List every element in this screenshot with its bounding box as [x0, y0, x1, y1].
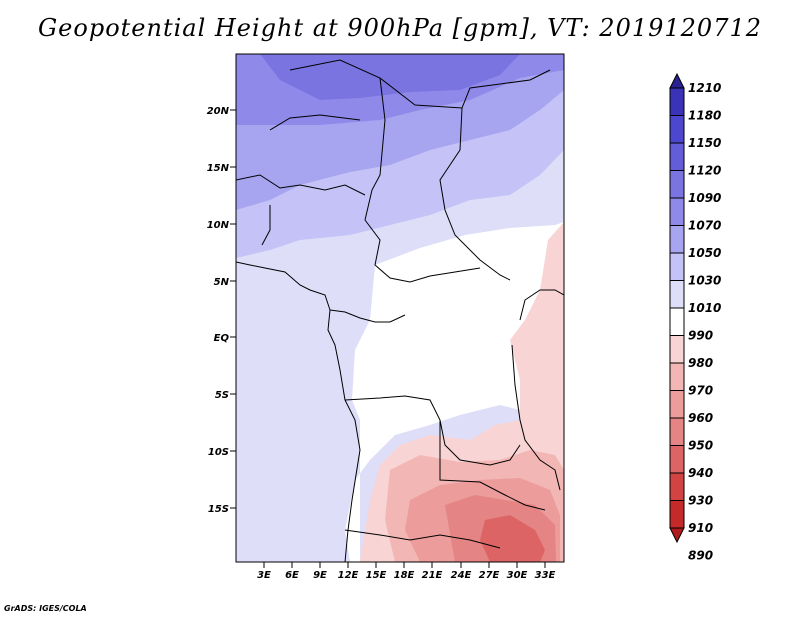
lon-label: 27E	[479, 570, 500, 581]
axis-ticks	[230, 109, 546, 568]
colorbar-label: 960	[688, 411, 713, 425]
lat-label: 20N	[207, 106, 230, 117]
colorbar-swatch	[669, 252, 685, 281]
colorbar-label: 1150	[688, 136, 721, 150]
grads-credit: GrADS: IGES/COLA	[4, 604, 87, 613]
lat-label: 10N	[207, 220, 230, 231]
country-borders	[236, 59, 564, 562]
lon-label: 30E	[507, 570, 528, 581]
colorbar-swatch	[669, 87, 685, 116]
lon-label: 33E	[535, 570, 556, 581]
colorbar-label: 1010	[688, 301, 721, 315]
colorbar-swatch	[669, 170, 685, 199]
lon-label: 12E	[338, 570, 359, 581]
colorbar-label: 1030	[688, 274, 721, 288]
colorbar-swatch	[669, 280, 685, 309]
colorbar-swatch	[669, 142, 685, 171]
colorbar-label: 910	[688, 521, 713, 535]
lon-label: 24E	[451, 570, 472, 581]
colorbar-bottom-arrow	[669, 527, 685, 544]
colorbar-label: 950	[688, 439, 713, 453]
lat-label: 15S	[208, 504, 229, 515]
lon-label: 3E	[257, 570, 271, 581]
colorbar-label: 890	[688, 549, 713, 563]
colorbar-swatch	[669, 225, 685, 254]
lat-label: 5S	[215, 390, 229, 401]
colorbar-swatch	[669, 472, 685, 501]
colorbar-swatch	[669, 500, 685, 529]
colorbar: 1210 1180 1150 1120 1090 1070 1050 1030 1010 990 9…	[669, 72, 721, 563]
lon-label: 9E	[313, 570, 327, 581]
colorbar-label: 990	[688, 329, 713, 343]
colorbar-label: 1070	[688, 219, 721, 233]
colorbar-swatch	[669, 335, 685, 364]
lon-label: 6E	[285, 570, 299, 581]
colorbar-swatch	[669, 417, 685, 446]
lon-label: 21E	[422, 570, 443, 581]
colorbar-label: 1050	[688, 246, 721, 260]
colorbar-swatch	[669, 307, 685, 336]
lat-label: 10S	[208, 447, 229, 458]
colorbar-label: 980	[688, 356, 713, 370]
geopotential-field	[236, 54, 564, 562]
colorbar-swatch	[669, 445, 685, 474]
lat-label: 15N	[207, 163, 230, 174]
colorbar-top-arrow	[669, 72, 685, 89]
colorbar-label: 1120	[688, 164, 721, 178]
lat-label: EQ	[214, 333, 230, 344]
colorbar-swatch	[669, 197, 685, 226]
colorbar-label: 1090	[688, 191, 721, 205]
colorbar-label: 970	[688, 384, 713, 398]
map-frame	[235, 53, 565, 563]
lon-label: 18E	[394, 570, 415, 581]
colorbar-swatch	[669, 115, 685, 144]
colorbar-label: 1180	[688, 109, 721, 123]
lat-label: 5N	[214, 277, 230, 288]
colorbar-label: 930	[688, 494, 713, 508]
lon-label: 15E	[366, 570, 387, 581]
colorbar-swatch	[669, 390, 685, 419]
colorbar-swatch	[669, 362, 685, 391]
colorbar-label: 940	[688, 466, 713, 480]
colorbar-label: 1210	[688, 81, 721, 95]
map-title: Geopotential Height at 900hPa [gpm], VT:…	[38, 14, 762, 42]
